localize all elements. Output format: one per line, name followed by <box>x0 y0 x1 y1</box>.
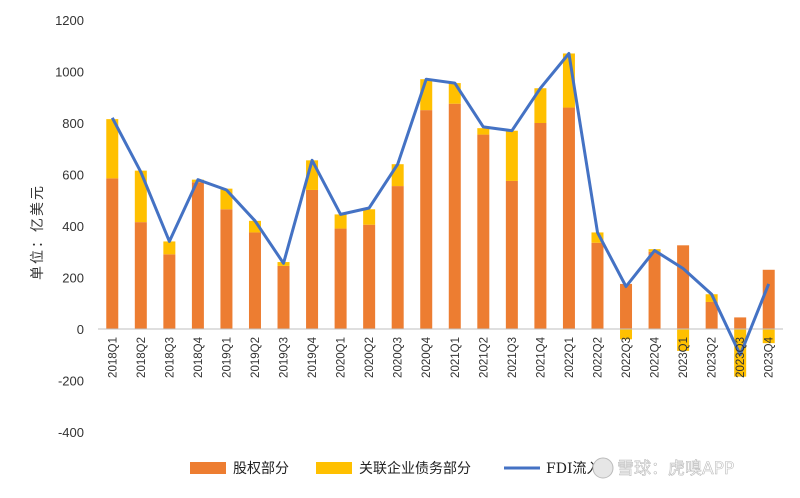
x-category-label: 2021Q1 <box>450 337 462 378</box>
equity-bar <box>163 254 176 329</box>
legend-label-fdi: FDI流入 <box>546 461 600 477</box>
debt-bar <box>334 214 347 229</box>
debt-bar <box>762 329 775 344</box>
debt-bar <box>106 119 119 179</box>
x-category-label: 2018Q4 <box>193 336 205 378</box>
equity-bar <box>648 251 661 329</box>
x-category-label: 2022Q3 <box>621 337 633 378</box>
equity-bar <box>591 242 604 329</box>
x-category-label: 2021Q4 <box>535 336 547 378</box>
equity-bar <box>191 182 204 329</box>
y-tick-label: 400 <box>62 219 84 234</box>
equity-bar <box>363 224 376 329</box>
debt-bar <box>591 232 604 243</box>
x-category-label: 2021Q3 <box>507 337 519 378</box>
debt-bar <box>534 88 547 123</box>
equity-bar <box>220 209 233 329</box>
x-category-label: 2020Q1 <box>336 337 348 378</box>
x-category-label: 2018Q1 <box>107 337 119 378</box>
y-tick-label: 1200 <box>55 13 84 28</box>
y-axis-tick-labels: 1200 1000 800 600 400 200 0 -200 -400 <box>55 13 84 440</box>
debt-bar <box>505 130 518 181</box>
watermark-text: 雪球：虎嗅APP <box>617 459 734 479</box>
y-tick-label: -200 <box>58 374 84 389</box>
legend-label-debt: 关联企业债务部分 <box>359 460 471 477</box>
debt-bar <box>448 83 461 104</box>
equity-bar <box>762 269 775 329</box>
debt-bar <box>134 170 147 223</box>
y-axis-title: 单位：亿美元 <box>30 184 46 280</box>
y-tick-label: 800 <box>62 116 84 131</box>
equity-bar <box>448 103 461 329</box>
debt-bar <box>705 294 718 302</box>
x-category-label: 2019Q2 <box>250 337 262 378</box>
equity-bar <box>534 123 547 329</box>
debt-bar <box>477 128 490 135</box>
x-category-label: 2018Q2 <box>136 337 148 378</box>
debt-bar <box>391 164 404 187</box>
x-category-label: 2023Q1 <box>678 337 690 378</box>
equity-bar <box>562 107 575 329</box>
debt-bar <box>163 241 176 255</box>
equity-bar <box>334 228 347 329</box>
x-category-label: 2019Q3 <box>279 337 291 378</box>
x-category-label: 2020Q4 <box>421 336 433 378</box>
x-category-label: 2023Q3 <box>735 337 747 378</box>
legend-swatch-debt <box>316 462 352 474</box>
equity-bar <box>734 317 747 329</box>
x-category-label: 2021Q2 <box>478 337 490 378</box>
equity-bar <box>106 178 119 329</box>
equity-bar <box>248 232 261 329</box>
x-category-label: 2020Q3 <box>393 337 405 378</box>
fdi-line-series <box>110 52 771 357</box>
fdi-line <box>110 52 771 357</box>
debt-bar <box>248 220 261 233</box>
equity-bar <box>477 134 490 329</box>
y-tick-label: -400 <box>58 425 84 440</box>
y-tick-label: 600 <box>62 168 84 183</box>
y-tick-label: 0 <box>77 322 84 337</box>
x-category-label: 2022Q4 <box>650 336 662 378</box>
x-category-label: 2022Q1 <box>564 337 576 378</box>
y-tick-label: 1000 <box>55 65 84 80</box>
x-category-label: 2022Q2 <box>592 337 604 378</box>
equity-bar <box>677 245 690 329</box>
equity-bar <box>306 189 319 329</box>
x-category-label: 2018Q3 <box>164 337 176 378</box>
watermark: 雪球：虎嗅APP <box>592 457 734 479</box>
bars <box>106 53 775 377</box>
x-category-label: 2019Q1 <box>221 337 233 378</box>
x-category-label: 2019Q4 <box>307 336 319 378</box>
x-axis-category-labels: 2018Q1 2018Q2 2018Q3 2018Q4 2019Q1 2019Q2 2019… <box>107 336 775 378</box>
debt-bar <box>363 209 376 225</box>
x-category-label: 2020Q2 <box>364 337 376 378</box>
equity-bar <box>134 222 147 329</box>
legend-label-equity: 股权部分 <box>233 461 289 477</box>
debt-bar <box>620 329 633 340</box>
legend-swatch-equity <box>190 462 226 474</box>
equity-bar <box>620 283 633 329</box>
equity-bar <box>277 265 290 329</box>
legend: 股权部分 关联企业债务部分 FDI流入 <box>190 460 600 477</box>
watermark-logo-icon <box>592 457 614 479</box>
debt-bar <box>677 329 690 351</box>
x-category-label: 2023Q2 <box>707 337 719 378</box>
y-tick-label: 200 <box>62 271 84 286</box>
x-category-label: 2023Q4 <box>764 336 776 378</box>
equity-bar <box>391 186 404 329</box>
equity-bar <box>420 110 433 329</box>
equity-bar <box>505 180 518 329</box>
equity-bar <box>705 301 718 329</box>
